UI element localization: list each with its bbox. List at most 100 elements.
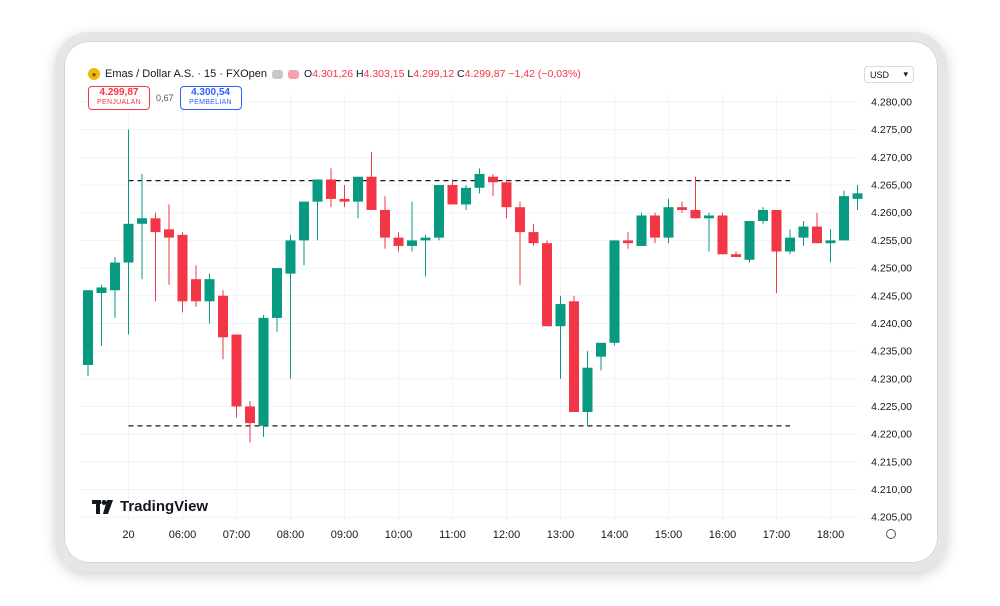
candle-body: [785, 237, 795, 252]
candle: [677, 201, 687, 213]
time-tick-label: 17:00: [763, 529, 791, 541]
price-axis[interactable]: 4.280,00 4.275,00 4.270,00 4.265,00 4.260,00…: [871, 97, 912, 524]
candle-body: [353, 176, 363, 202]
candle: [366, 151, 377, 210]
candle-body: [636, 215, 647, 246]
time-tick-label: 20: [122, 529, 134, 541]
candle: [339, 185, 350, 208]
time-tick-label: 16:00: [709, 529, 737, 541]
indicator-toggle-icon[interactable]: [288, 69, 300, 79]
price-tick-label: 4.220,00: [871, 429, 912, 441]
candle-body: [96, 287, 107, 293]
candle-body: [528, 232, 539, 244]
price-tick-label: 4.255,00: [871, 235, 912, 247]
time-tick-label: 14:00: [601, 529, 629, 541]
candle: [555, 295, 566, 379]
candle: [447, 179, 458, 205]
tradingview-icon: [92, 499, 113, 514]
price-tick-label: 4.265,00: [871, 180, 912, 192]
candle: [569, 295, 579, 413]
candle-body: [434, 185, 444, 238]
candle: [83, 290, 93, 377]
price-tick-label: 4.225,00: [871, 401, 912, 413]
candle-body: [204, 279, 215, 302]
candle-body: [191, 279, 201, 302]
candle: [623, 232, 633, 249]
candle: [528, 223, 539, 246]
candle-body: [177, 234, 188, 302]
candle: [258, 315, 269, 437]
collapse-icon[interactable]: [272, 69, 284, 79]
level-lines: [128, 179, 790, 427]
candle-body: [393, 237, 404, 246]
time-tick-label: 18:00: [817, 529, 845, 541]
candle-body: [731, 254, 741, 258]
candle-body: [798, 226, 809, 238]
time-tick-label: 08:00: [277, 529, 305, 541]
candle: [218, 290, 228, 360]
sell-label: PENJUALAN: [97, 99, 141, 106]
candle-body: [582, 367, 593, 413]
candle: [744, 221, 755, 263]
candle: [690, 176, 701, 219]
candle: [245, 400, 255, 443]
candle: [461, 185, 471, 210]
candle: [582, 351, 593, 426]
candle: [204, 273, 215, 324]
candle-body: [488, 176, 498, 183]
candle-body: [744, 221, 755, 260]
candle-body: [339, 198, 350, 202]
candle: [501, 179, 512, 219]
candle-body: [137, 218, 147, 224]
price-tick-label: 4.215,00: [871, 456, 912, 468]
candle: [407, 201, 417, 252]
candle: [380, 196, 390, 249]
time-tick-label: 06:00: [169, 529, 197, 541]
settings-icon[interactable]: [886, 529, 896, 539]
candle: [771, 209, 782, 293]
candle: [812, 212, 822, 244]
candle: [839, 190, 849, 241]
candle-body: [650, 215, 660, 238]
quote-row: 4.299,87 PENJUALAN 0,67 4.300,54 PEMBELI…: [88, 86, 242, 110]
candle: [110, 257, 120, 318]
sell-button[interactable]: 4.299,87 PENJUALAN: [88, 86, 150, 110]
candle-body: [474, 173, 485, 188]
candle: [731, 251, 741, 258]
candle: [785, 229, 795, 255]
candle-body: [366, 176, 377, 210]
brand-name: TradingView: [120, 498, 209, 515]
price-tick-label: 4.260,00: [871, 207, 912, 219]
currency-selector[interactable]: USD ▾: [864, 66, 914, 83]
price-tick-label: 4.205,00: [871, 512, 912, 524]
candle-body: [231, 334, 242, 407]
candle: [164, 204, 174, 285]
candle: [488, 173, 498, 197]
price-tick-label: 4.250,00: [871, 263, 912, 275]
candle-body: [461, 187, 471, 205]
candle-body: [704, 215, 714, 219]
candle-body: [258, 317, 269, 426]
candle: [150, 212, 161, 302]
candle-body: [569, 301, 579, 413]
time-tick-label: 09:00: [331, 529, 359, 541]
candle-body: [83, 290, 93, 365]
price-tick-label: 4.240,00: [871, 318, 912, 330]
candle-body: [717, 215, 728, 255]
time-tick-label: 07:00: [223, 529, 251, 541]
candle: [96, 284, 107, 346]
candle: [434, 185, 444, 241]
price-tick-label: 4.210,00: [871, 484, 912, 496]
candle-body: [326, 179, 336, 199]
candle-body: [110, 262, 120, 291]
price-tick-label: 4.275,00: [871, 124, 912, 136]
time-axis[interactable]: 20 06:00 07:00 08:00 09:00 10:00 11:00 12:00 13:…: [122, 529, 844, 541]
candle-body: [150, 218, 161, 233]
candle: [231, 334, 242, 418]
symbol-title[interactable]: Emas / Dollar A.S. · 15 · FXOpen: [105, 68, 268, 80]
buy-button[interactable]: 4.300,54 PEMBELIAN: [179, 86, 242, 110]
candle: [353, 176, 363, 219]
spread-value: 0,67: [156, 93, 174, 103]
candle: [663, 198, 674, 244]
